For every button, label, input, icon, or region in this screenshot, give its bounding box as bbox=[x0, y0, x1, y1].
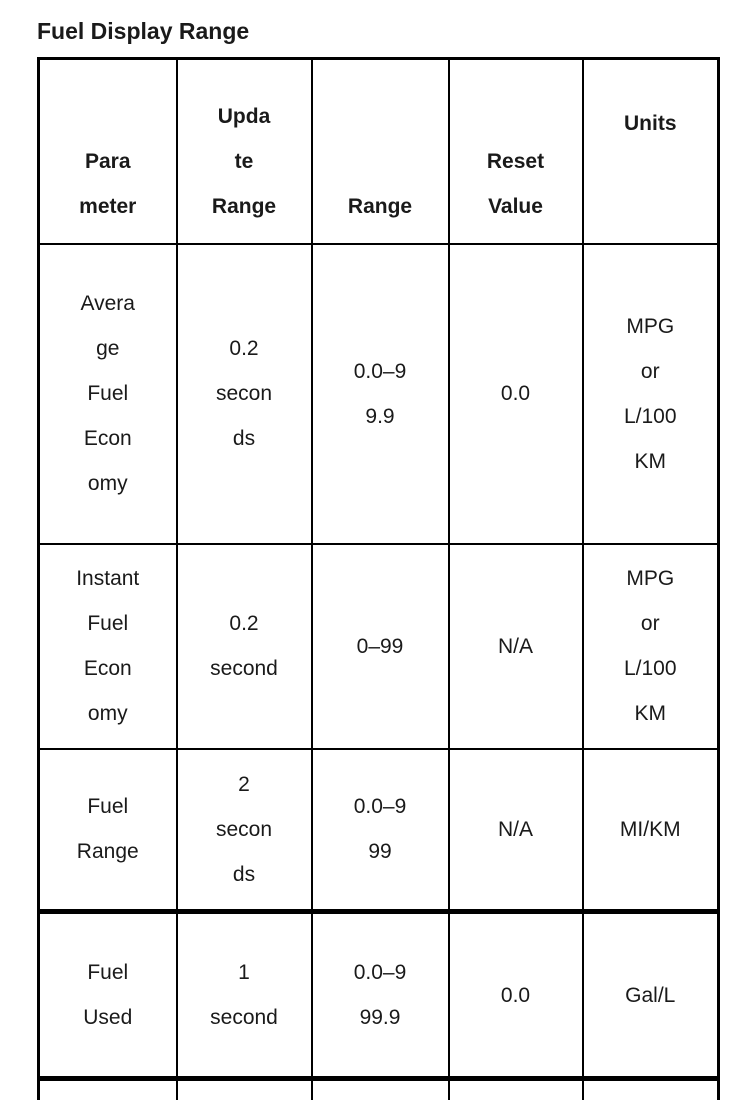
cell-parameter: Fuel Range bbox=[37, 747, 178, 913]
cell-empty bbox=[175, 1076, 313, 1100]
header-reset-value: Reset Value bbox=[447, 57, 584, 245]
table-row-partial bbox=[37, 1076, 720, 1100]
cell-units: MPG or L/100 KM bbox=[581, 542, 720, 750]
cell-range: 0.0–9 99 bbox=[310, 747, 450, 913]
table-row-fuel-range: Fuel Range 2 secon ds 0.0–9 99 N/A MI/KM bbox=[37, 747, 720, 913]
cell-update-range: 0.2 second bbox=[175, 542, 313, 750]
cell-parameter: Fuel Used bbox=[37, 909, 178, 1080]
cell-range: 0.0–9 9.9 bbox=[310, 242, 450, 545]
page-title: Fuel Display Range bbox=[37, 18, 250, 44]
table-row-average-fuel-economy: Avera ge Fuel Econ omy 0.2 secon ds 0.0–… bbox=[37, 242, 720, 545]
cell-empty bbox=[37, 1076, 178, 1100]
header-units: Units bbox=[581, 57, 720, 245]
cell-update-range: 0.2 secon ds bbox=[175, 242, 313, 545]
cell-reset-value: 0.0 bbox=[447, 909, 584, 1080]
cell-reset-value: N/A bbox=[447, 747, 584, 913]
cell-range: 0–99 bbox=[310, 542, 450, 750]
header-row: Para meter Upda te Range Range Reset Val… bbox=[37, 57, 720, 245]
fuel-display-range-table: Para meter Upda te Range Range Reset Val… bbox=[37, 57, 720, 1100]
cell-empty bbox=[447, 1076, 584, 1100]
cell-update-range: 2 secon ds bbox=[175, 747, 313, 913]
table-row-instant-fuel-economy: Instant Fuel Econ omy 0.2 second 0–99 N/… bbox=[37, 542, 720, 750]
cell-parameter: Instant Fuel Econ omy bbox=[37, 542, 178, 750]
cell-empty bbox=[581, 1076, 720, 1100]
cell-parameter: Avera ge Fuel Econ omy bbox=[37, 242, 178, 545]
header-parameter: Para meter bbox=[37, 57, 178, 245]
cell-reset-value: N/A bbox=[447, 542, 584, 750]
cell-update-range: 1 second bbox=[175, 909, 313, 1080]
header-update-range: Upda te Range bbox=[175, 57, 313, 245]
cell-empty bbox=[310, 1076, 450, 1100]
cell-units: MI/KM bbox=[581, 747, 720, 913]
header-range: Range bbox=[310, 57, 450, 245]
cell-units: Gal/L bbox=[581, 909, 720, 1080]
cell-units: MPG or L/100 KM bbox=[581, 242, 720, 545]
cell-range: 0.0–9 99.9 bbox=[310, 909, 450, 1080]
table-row-fuel-used: Fuel Used 1 second 0.0–9 99.9 0.0 Gal/L bbox=[37, 909, 720, 1080]
cell-reset-value: 0.0 bbox=[447, 242, 584, 545]
